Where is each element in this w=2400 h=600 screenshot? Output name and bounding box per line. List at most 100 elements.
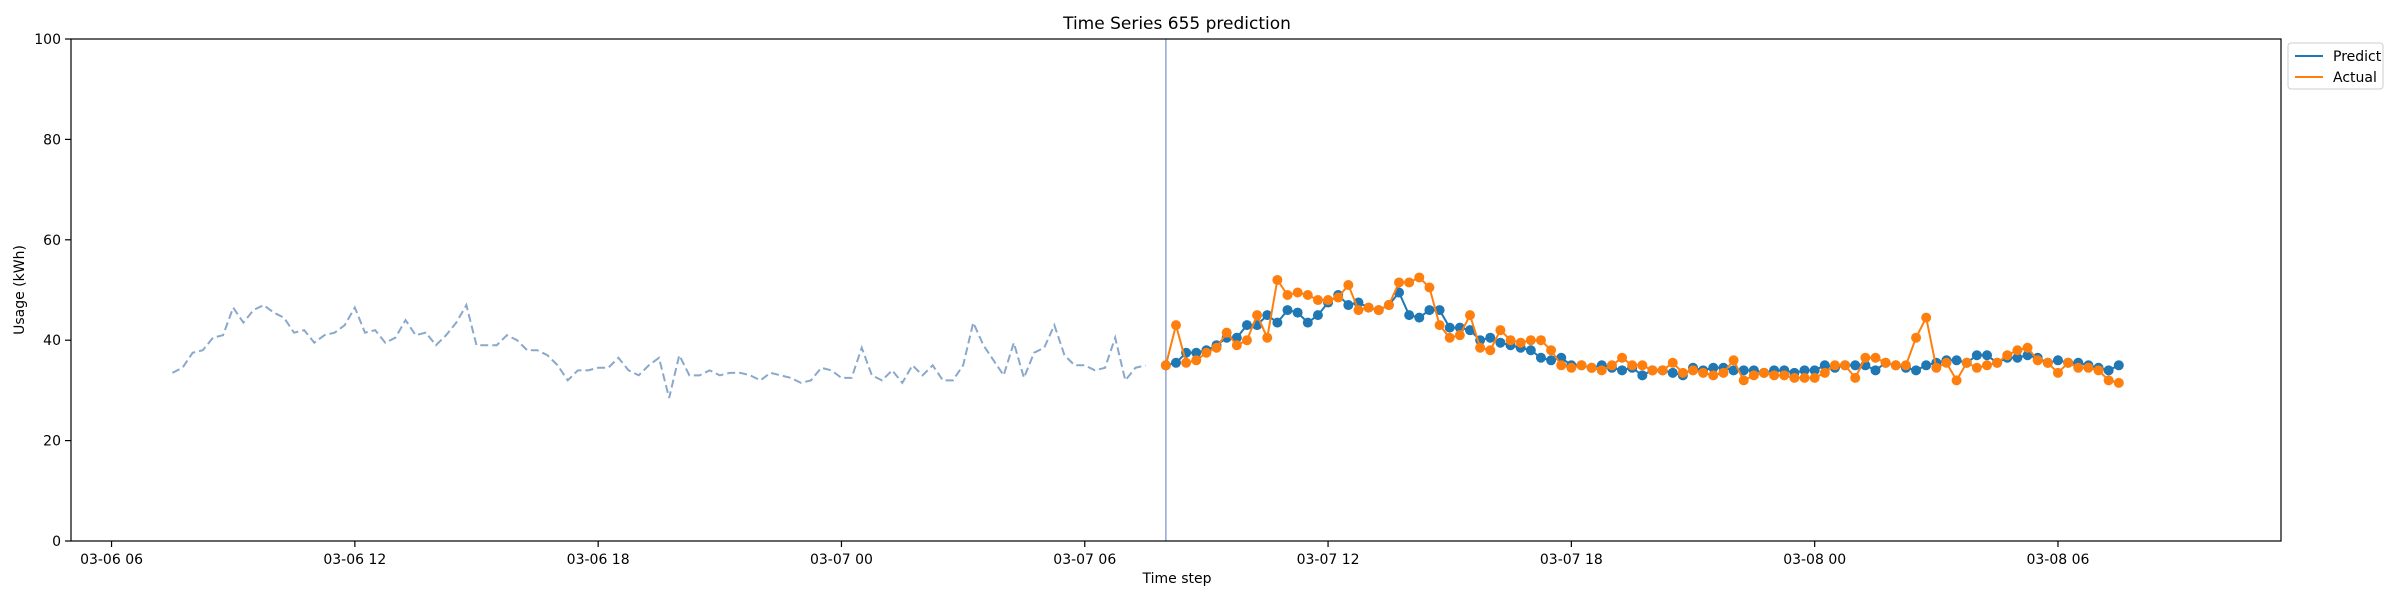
actual-point xyxy=(2022,342,2033,353)
actual-point xyxy=(1637,360,1648,371)
actual-point xyxy=(1221,327,1232,338)
predict-point xyxy=(1637,370,1648,381)
actual-point xyxy=(1931,362,1942,373)
actual-point xyxy=(1464,310,1475,321)
y-axis-label: Usage (kWh) xyxy=(12,245,28,335)
actual-point xyxy=(1586,362,1597,373)
predict-point xyxy=(1231,332,1242,343)
predict-point xyxy=(1738,365,1749,376)
y-tick-label: 100 xyxy=(34,32,61,48)
actual-point xyxy=(1657,365,1668,376)
actual-point xyxy=(1890,360,1901,371)
predict-point xyxy=(1819,360,1830,371)
actual-point xyxy=(1708,370,1719,381)
predict-point xyxy=(1302,317,1313,328)
predict-point xyxy=(1272,317,1283,328)
actual-point xyxy=(1241,335,1252,346)
predict-point xyxy=(2022,350,2033,361)
predict-point xyxy=(1312,310,1323,321)
actual-point xyxy=(1485,345,1496,356)
y-tick-label: 20 xyxy=(43,434,61,450)
actual-point xyxy=(1546,345,1557,356)
actual-point xyxy=(1921,312,1932,323)
actual-point xyxy=(1292,287,1303,298)
predict-point xyxy=(1404,310,1415,321)
actual-point xyxy=(1454,330,1465,341)
actual-point xyxy=(1302,290,1313,301)
actual-point xyxy=(2002,350,2013,361)
predict-point xyxy=(1921,360,1932,371)
actual-point xyxy=(1323,295,1334,306)
predict-point xyxy=(2052,355,2063,366)
x-tick-label: 03-08 06 xyxy=(2026,552,2089,568)
actual-point xyxy=(1566,362,1577,373)
actual-point xyxy=(1718,367,1729,378)
predict-point xyxy=(1799,365,1810,376)
x-tick-label: 03-06 12 xyxy=(323,552,386,568)
predict-point xyxy=(1424,305,1435,316)
actual-point xyxy=(1282,290,1293,301)
actual-point xyxy=(1333,292,1344,303)
actual-point xyxy=(1191,355,1202,366)
actual-point xyxy=(2073,362,2084,373)
actual-point xyxy=(1779,370,1790,381)
actual-point xyxy=(1850,372,1861,383)
actual-point xyxy=(1819,367,1830,378)
actual-point xyxy=(1941,357,1952,368)
actual-point xyxy=(1272,274,1283,285)
actual-point xyxy=(1769,370,1780,381)
actual-point xyxy=(1667,357,1678,368)
actual-point xyxy=(1535,335,1546,346)
actual-point xyxy=(1840,360,1851,371)
actual-point xyxy=(1363,302,1374,313)
actual-point xyxy=(1758,367,1769,378)
predict-point xyxy=(2103,365,2114,376)
actual-point xyxy=(1424,282,1435,293)
actual-point xyxy=(1353,305,1364,316)
x-tick-label: 03-07 18 xyxy=(1540,552,1603,568)
predict-point xyxy=(1464,325,1475,336)
actual-point xyxy=(1971,362,1982,373)
actual-point xyxy=(1160,360,1171,371)
predict-point xyxy=(1282,305,1293,316)
chart-title: Time Series 655 prediction xyxy=(1062,14,1291,34)
actual-point xyxy=(1201,347,1212,358)
actual-point xyxy=(1860,352,1871,363)
actual-point xyxy=(2113,377,2124,388)
predict-point xyxy=(2113,360,2124,371)
actual-point xyxy=(1404,277,1415,288)
actual-point xyxy=(1414,272,1425,283)
actual-point xyxy=(1992,357,2003,368)
x-tick-label: 03-06 18 xyxy=(567,552,630,568)
predict-point xyxy=(2012,352,2023,363)
actual-point xyxy=(1262,332,1273,343)
actual-point xyxy=(1373,305,1384,316)
actual-point xyxy=(1951,375,1962,386)
x-tick-label: 03-06 06 xyxy=(80,552,143,568)
actual-point xyxy=(1475,342,1486,353)
predict-point xyxy=(1870,365,1881,376)
plot-area xyxy=(171,39,2124,541)
actual-point xyxy=(1505,335,1516,346)
actual-point xyxy=(1738,375,1749,386)
predict-point xyxy=(1971,350,1982,361)
actual-point xyxy=(1231,340,1242,351)
predict-point xyxy=(1667,367,1678,378)
actual-point xyxy=(2042,357,2053,368)
legend: Predict Actual xyxy=(2287,42,2384,90)
actual-point xyxy=(1809,372,1820,383)
actual-point xyxy=(1444,332,1455,343)
actual-point xyxy=(1171,320,1181,331)
predict-point xyxy=(1171,357,1181,368)
actual-point xyxy=(1617,352,1628,363)
axes: 0 20 40 60 80 100 03-06 06 03-06 12 03-06 18 03-0… xyxy=(34,32,2282,568)
legend-label-predict: Predict xyxy=(2333,49,2382,65)
actual-point xyxy=(2012,345,2023,356)
x-tick-label: 03-07 12 xyxy=(1297,552,1360,568)
actual-point xyxy=(1181,357,1192,368)
actual-point xyxy=(2083,362,2094,373)
actual-point xyxy=(1434,320,1445,331)
predict-point xyxy=(1982,350,1993,361)
predict-point xyxy=(1809,365,1820,376)
